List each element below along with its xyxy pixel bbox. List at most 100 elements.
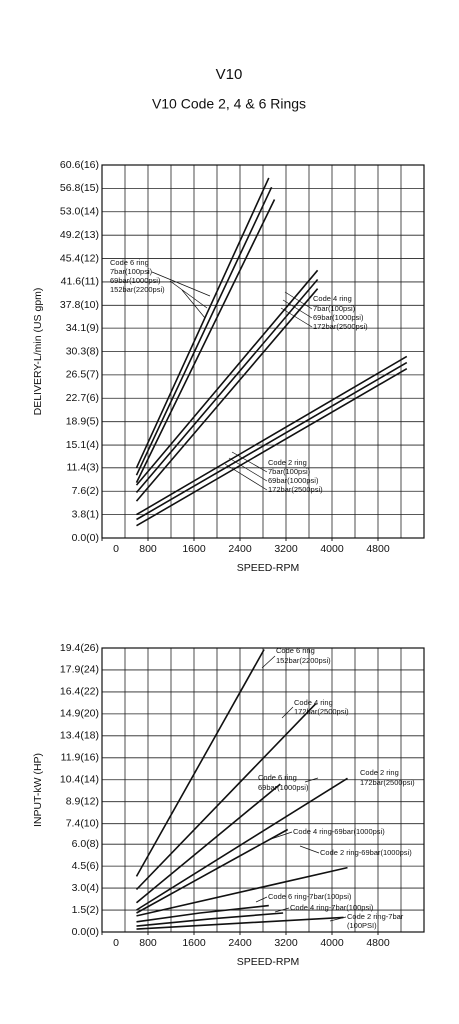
- y-tick-label: 10.4(14): [60, 774, 99, 786]
- y-tick-label: 18.9(5): [66, 415, 99, 427]
- data-line: [136, 368, 408, 527]
- data-line: [136, 828, 289, 914]
- y-tick-label: 3.0(4): [72, 882, 99, 894]
- annotation: Code 2 ring: [268, 458, 307, 467]
- leader-line: [231, 451, 268, 473]
- y-tick-label: 53.0(14): [60, 206, 99, 218]
- data-line: [136, 916, 344, 930]
- annotation: Code 6 ring: [110, 258, 149, 267]
- y-tick-label: 17.9(24): [60, 664, 99, 676]
- page-title: V10: [216, 66, 243, 83]
- leader-line: [281, 706, 294, 719]
- y-tick-label: 30.3(8): [66, 345, 99, 357]
- x-tick-label: 800: [139, 543, 157, 555]
- leader-line: [255, 896, 268, 903]
- data-line: [136, 904, 269, 923]
- annotation: Code 2 ring: [360, 768, 399, 777]
- plot-frame: [101, 164, 425, 539]
- leader-line: [280, 307, 313, 328]
- annotation: Code 4 ring-69bar(1000psi): [293, 827, 385, 836]
- x-tick-label: 4800: [366, 937, 390, 949]
- x-tick-label: 4000: [320, 937, 344, 949]
- data-line: [135, 783, 281, 904]
- leader-line: [299, 845, 320, 854]
- y-tick-label: 8.9(12): [66, 795, 99, 807]
- y-tick-label: 60.6(16): [60, 159, 99, 171]
- chart: 0.0(0) 1.5(2) 3.0(4) 4.5(6) 6.0(8) 7.4(10) 8.9…: [32, 642, 425, 968]
- y-tick-label: 14.9(20): [60, 708, 99, 720]
- x-tick-label: 3200: [274, 937, 298, 949]
- x-axis-label: SPEED-RPM: [237, 562, 299, 574]
- annotation: 69bar(1000psi): [258, 783, 309, 792]
- y-tick-label: 11.9(16): [61, 752, 99, 764]
- data-line: [135, 278, 319, 494]
- data-line: [136, 866, 348, 917]
- y-tick-label: 7.4(10): [66, 817, 99, 829]
- y-tick-label: 19.4(26): [60, 642, 99, 654]
- y-tick-label: 37.8(10): [60, 299, 99, 311]
- x-tick-label: 4800: [366, 543, 390, 555]
- y-tick-label: 22.7(6): [66, 392, 99, 404]
- annotation: Code 2 ring-7bar: [347, 912, 404, 921]
- x-tick-label: 800: [139, 937, 157, 949]
- annotation: 152bar(2200psi): [276, 656, 331, 665]
- leader-line: [284, 291, 313, 310]
- y-tick-label: 0.0(0): [72, 532, 99, 544]
- annotation: Code 4 ring: [294, 698, 333, 707]
- annotation: 152bar(2200psi): [110, 285, 165, 294]
- data-line: [136, 912, 284, 927]
- y-axis-label: INPUT-kW (HP): [32, 753, 44, 827]
- y-axis-label: DELIVERY-L/min (US gpm): [32, 288, 44, 416]
- leader-line: [274, 907, 290, 913]
- annotation: Code 4 ring-7bar(100psi): [290, 903, 374, 912]
- y-tick-label: 15.1(4): [66, 439, 99, 451]
- data-line: [135, 288, 319, 502]
- data-line: [135, 186, 273, 476]
- y-tick-label: 34.1(9): [66, 322, 99, 334]
- leader-line: [224, 463, 268, 491]
- chart: 0.0(0) 3.8(1) 7.6(2) 11.4(3) 15.1(4) 18.9(5) 2…: [32, 159, 425, 574]
- leader-line: [181, 289, 206, 319]
- annotation: 7bar(100psi): [268, 467, 311, 476]
- annotation: 69bar(1000psi): [268, 476, 319, 485]
- annotation: Code 4 ring: [313, 294, 352, 303]
- x-tick-label: 3200: [274, 543, 298, 555]
- y-tick-label: 4.5(6): [72, 860, 99, 872]
- leader-line: [282, 299, 313, 319]
- y-tick-label: 49.2(13): [60, 229, 99, 241]
- y-tick-label: 0.0(0): [72, 926, 99, 938]
- data-line: [135, 703, 317, 891]
- annotation: 172bar(2500psi): [360, 778, 415, 787]
- annotation: 172bar(2500psi): [294, 707, 349, 716]
- data-line: [135, 199, 276, 483]
- annotation: Code 6 ring-7bar(100psi): [268, 892, 352, 901]
- y-tick-label: 45.4(12): [60, 252, 99, 264]
- x-tick-label: 2400: [228, 543, 252, 555]
- x-axis-label: SPEED-RPM: [237, 956, 299, 968]
- x-tick-label: 1600: [182, 543, 206, 555]
- leader-line: [329, 916, 347, 922]
- y-tick-label: 56.8(15): [60, 182, 99, 194]
- x-tick-label: 4000: [320, 543, 344, 555]
- data-line: [135, 649, 265, 877]
- data-line: [136, 361, 408, 521]
- x-tick-label: 1600: [182, 937, 206, 949]
- x-tick-label: 2400: [228, 937, 252, 949]
- y-tick-label: 13.4(18): [60, 730, 99, 742]
- leader-line: [304, 777, 319, 783]
- annotation: Code 6 ring: [276, 646, 315, 655]
- plot-frame: [101, 647, 425, 933]
- annotation: Code 6 ring: [258, 773, 297, 782]
- leader-line: [151, 271, 211, 297]
- y-tick-label: 11.4(3): [67, 462, 100, 474]
- y-tick-label: 6.0(8): [72, 838, 99, 850]
- annotation: 69bar(1000psi): [313, 313, 364, 322]
- y-tick-label: 26.5(7): [66, 369, 99, 381]
- x-tick-label: 0: [113, 937, 119, 949]
- annotation: 172bar(2500psi): [268, 485, 323, 494]
- data-line: [136, 355, 408, 516]
- annotation: Code 2 ring-69bar(1000psi): [320, 848, 412, 857]
- annotation: (100PSI): [347, 921, 377, 930]
- annotation: 69bar(1000psi): [110, 276, 161, 285]
- page-subtitle: V10 Code 2, 4 & 6 Rings: [152, 96, 306, 112]
